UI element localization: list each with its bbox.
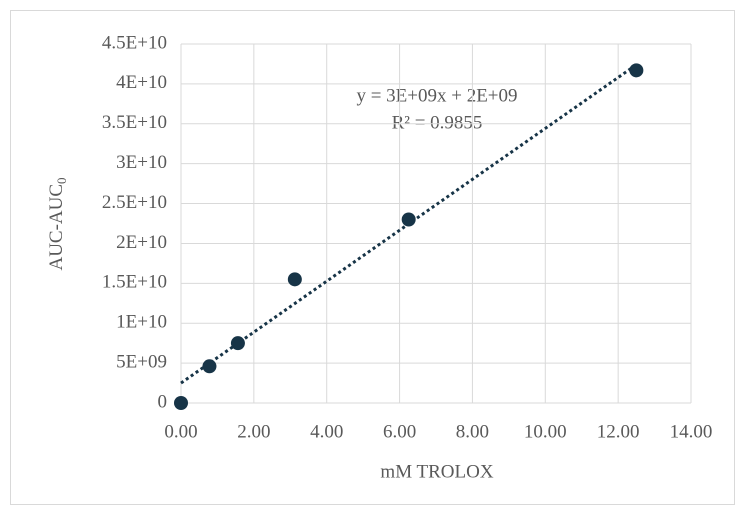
y-label-subscript: 0: [54, 177, 69, 184]
data-point: [401, 212, 416, 227]
data-point: [287, 272, 302, 287]
y-tick-label: 1E+10: [116, 312, 167, 333]
data-point: [174, 396, 188, 410]
y-tick-label: 3.5E+10: [102, 112, 167, 133]
x-tick-label: 12.00: [597, 421, 640, 442]
y-label-main: AUC-AUC: [46, 184, 67, 271]
data-point: [230, 336, 245, 351]
y-tick-label: 3E+10: [116, 152, 167, 173]
x-tick-label: 14.00: [670, 421, 713, 442]
y-tick-label: 4E+10: [116, 72, 167, 93]
x-tick-label: 0.00: [164, 421, 197, 442]
y-tick-label: 2E+10: [116, 232, 167, 253]
data-point: [629, 63, 644, 78]
trend-equation: y = 3E+09x + 2E+09: [356, 85, 517, 106]
y-tick-label: 2.5E+10: [102, 192, 167, 213]
x-tick-label: 4.00: [310, 421, 343, 442]
data-point: [202, 359, 217, 374]
x-tick-label: 2.00: [237, 421, 270, 442]
x-tick-label: 6.00: [383, 421, 416, 442]
y-tick-label: 4.5E+10: [102, 32, 167, 53]
x-tick-label: 8.00: [456, 421, 489, 442]
r-squared: R² = 0.9855: [392, 112, 483, 133]
x-tick-label: 10.00: [524, 421, 567, 442]
y-tick-label: 0: [158, 391, 168, 412]
y-tick-label: 5E+09: [116, 351, 167, 372]
chart-border: [10, 10, 735, 505]
y-axis-label: AUC-AUC0: [46, 177, 69, 270]
x-axis-label: mM TROLOX: [380, 461, 493, 482]
y-tick-label: 1.5E+10: [102, 272, 167, 293]
